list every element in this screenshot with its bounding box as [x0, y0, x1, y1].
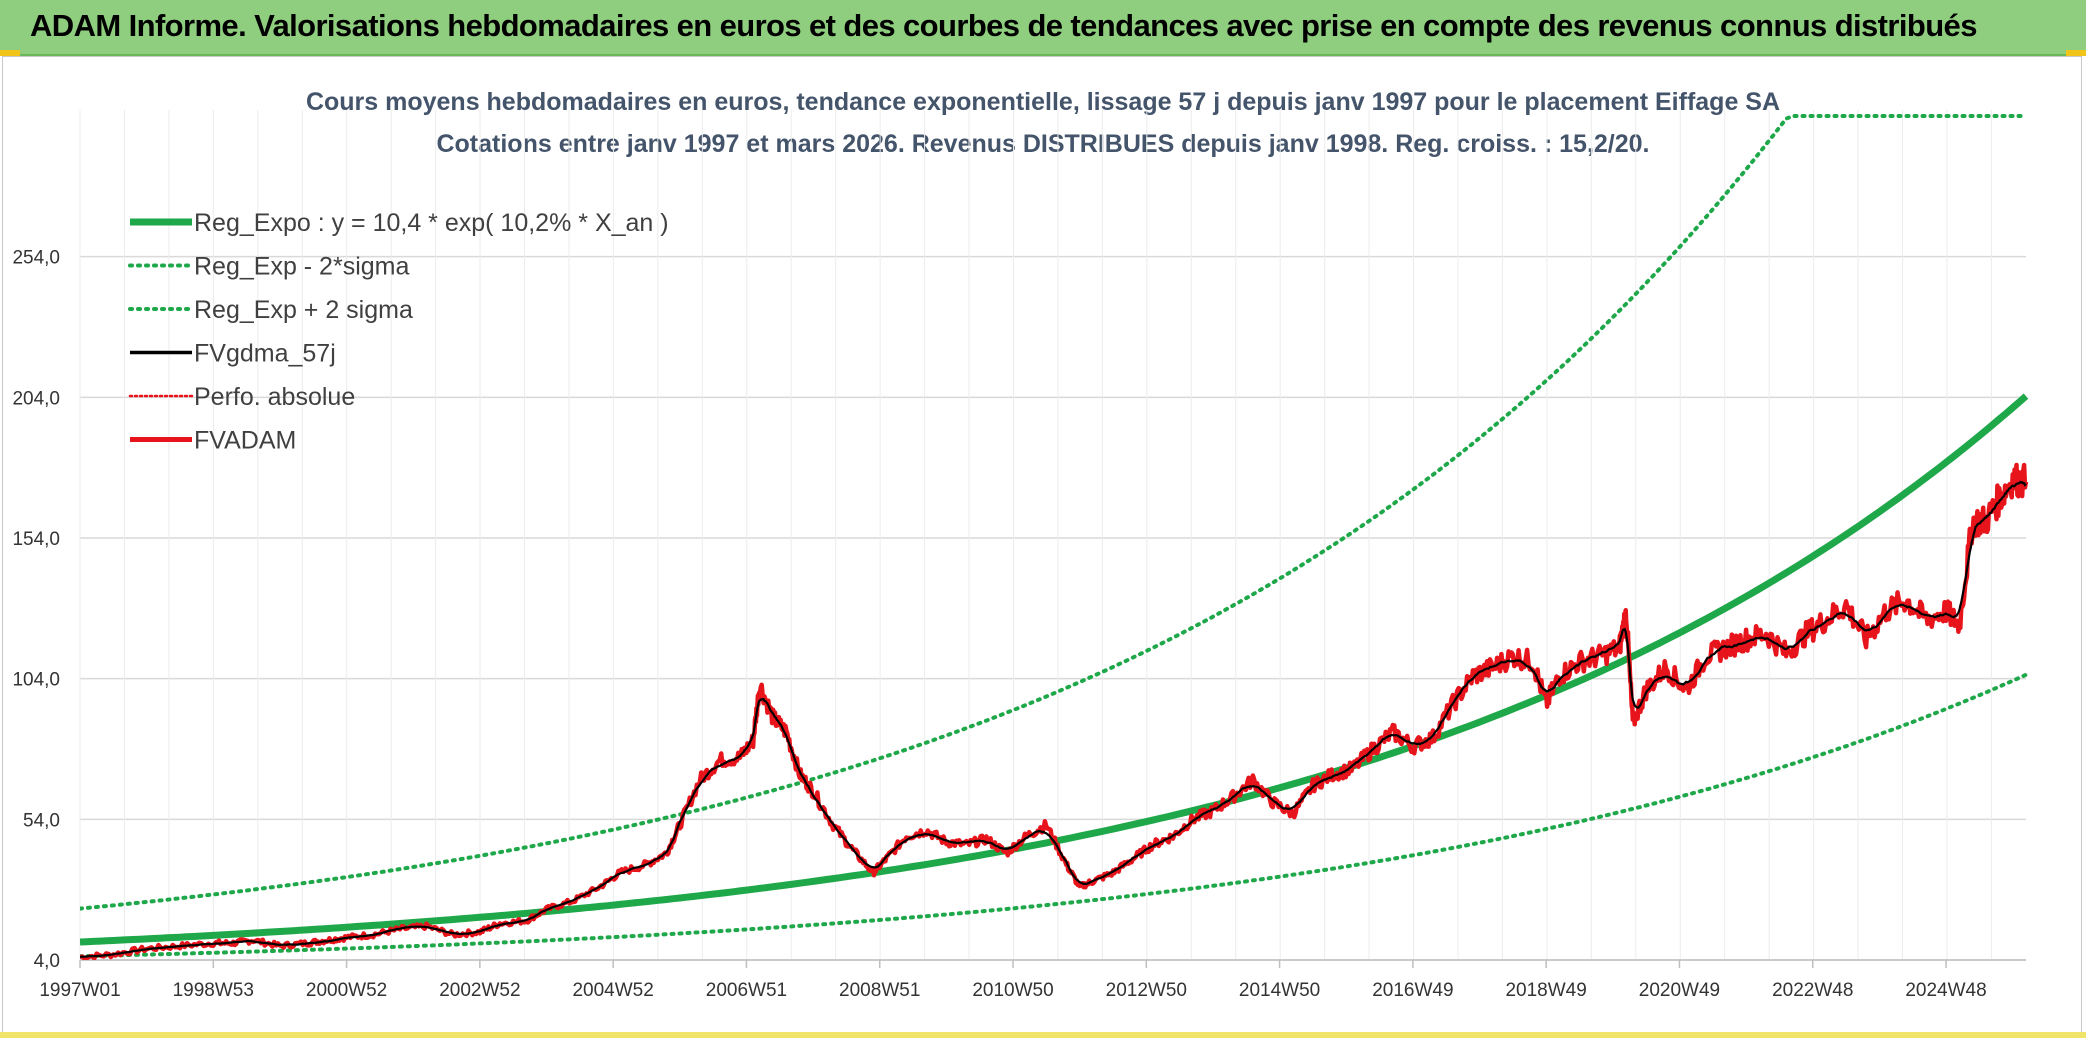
report-title: ADAM Informe. Valorisations hebdomadaire…	[30, 8, 1977, 43]
y-tick-label: 104,0	[12, 670, 60, 691]
x-tick-label: 1998W53	[173, 980, 254, 1001]
report-banner: ADAM Informe. Valorisations hebdomadaire…	[0, 0, 2086, 56]
reg-exp-minus-2sigma-line	[80, 672, 2028, 959]
chart-title: Cours moyens hebdomadaires en euros, ten…	[306, 88, 1780, 116]
legend: Reg_Expo : y = 10,4 * exp( 10,2% * X_an …	[128, 209, 669, 455]
series	[80, 114, 2029, 960]
x-tick-label: 1997W01	[39, 980, 120, 1001]
fvgdma-57j-line	[80, 480, 2027, 958]
fvadam-line	[80, 462, 2029, 960]
x-tick-label: 2022W48	[1772, 980, 1853, 1001]
x-tick-label: 2008W51	[839, 980, 920, 1001]
banner-corner-left	[0, 50, 20, 56]
x-tick-label: 2010W50	[972, 980, 1053, 1001]
x-tick-label: 2016W49	[1372, 980, 1453, 1001]
reg-exp-plus-2sigma-line	[80, 114, 2028, 911]
y-tick-label: 154,0	[12, 529, 60, 550]
x-tick-label: 2018W49	[1505, 980, 1586, 1001]
reg-expo-line	[80, 393, 2029, 946]
bottom-strip	[0, 1032, 2086, 1038]
x-tick-label: 2024W48	[1905, 980, 1986, 1001]
legend-label: Reg_Expo : y = 10,4 * exp( 10,2% * X_an …	[194, 209, 669, 237]
banner-corner-right	[2066, 50, 2086, 56]
x-tick-label: 2000W52	[306, 980, 387, 1001]
x-tick-label: 2006W51	[706, 980, 787, 1001]
y-tick-label: 254,0	[12, 248, 60, 269]
legend-label: Reg_Exp + 2 sigma	[194, 296, 413, 324]
x-tick-label: 2002W52	[439, 980, 520, 1001]
y-tick-label: 204,0	[12, 388, 60, 409]
legend-label: FVADAM	[194, 427, 296, 455]
legend-label: Perfo. absolue	[194, 383, 355, 411]
x-tick-label: 2012W50	[1106, 980, 1187, 1001]
x-tick-label: 2014W50	[1239, 980, 1320, 1001]
y-tick-label: 54,0	[23, 810, 60, 831]
axes: 4,0 54,0 104,0 154,0 204,0 254,0 1997W01 1998W5…	[12, 248, 2026, 1001]
x-tick-label: 2004W52	[572, 980, 653, 1001]
y-tick-label: 4,0	[34, 951, 60, 972]
grid	[79, 110, 2026, 961]
x-tick-label: 2020W49	[1639, 980, 1720, 1001]
legend-label: FVgdma_57j	[194, 340, 336, 368]
chart-subtitle: Cotations entre janv 1997 et mars 2026. …	[436, 130, 1649, 158]
legend-label: Reg_Exp - 2*sigma	[194, 253, 409, 281]
